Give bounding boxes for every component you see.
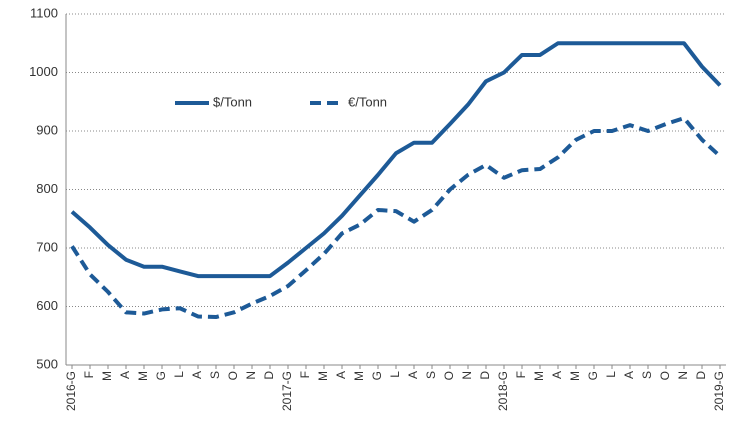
x-tick-label: M [316, 371, 330, 381]
y-tick-label: 1100 [30, 5, 58, 20]
y-tick-label: 900 [36, 122, 58, 137]
x-tick-label: G [154, 371, 168, 380]
x-tick-label: N [244, 371, 258, 380]
x-tick-label: M [100, 371, 114, 381]
x-tick-label: F [514, 371, 528, 378]
line-series [70, 116, 722, 320]
x-tick-label: 2018-G [496, 371, 510, 411]
x-tick-label: G [370, 371, 384, 380]
x-tick-label: A [334, 371, 348, 379]
x-tick-label: D [694, 371, 708, 380]
x-tick-label: N [460, 371, 474, 380]
x-tick-label: L [604, 371, 618, 378]
x-tick-label: G [586, 371, 600, 380]
x-tick-label: O [658, 371, 672, 380]
x-tick-label: F [298, 371, 312, 378]
x-tick-label: A [622, 371, 636, 379]
x-tick-label: N [676, 371, 690, 380]
x-tick-label: A [550, 371, 564, 379]
y-tick-label: 1000 [29, 64, 58, 79]
legend-label: $/Tonn [213, 94, 252, 109]
x-tick-label: M [352, 371, 366, 381]
x-tick-label: A [190, 371, 204, 379]
x-tick-label: A [118, 371, 132, 379]
line-series [70, 41, 722, 279]
x-tick-label: S [208, 371, 222, 379]
y-tick-label: 500 [36, 356, 58, 371]
x-tick-label: O [226, 371, 240, 380]
x-tick-label: O [442, 371, 456, 380]
x-tick-label: M [136, 371, 150, 381]
x-tick-label: L [172, 371, 186, 378]
x-tick-label: L [388, 371, 402, 378]
x-tick-label: 2019-G [712, 371, 726, 411]
x-tick-label: M [568, 371, 582, 381]
x-tick-label: 2016-G [64, 371, 78, 411]
x-tick-label: D [478, 371, 492, 380]
x-tick-label: S [640, 371, 654, 379]
x-tick-label: 2017-G [280, 371, 294, 411]
x-tick-label: D [262, 371, 276, 380]
x-tick-label: A [406, 371, 420, 379]
x-tick-label: S [424, 371, 438, 379]
x-tick-label: F [82, 371, 96, 378]
legend-label: €/Tonn [348, 94, 387, 109]
y-tick-label: 800 [36, 181, 58, 196]
x-tick-label: M [532, 371, 546, 381]
y-tick-label: 600 [36, 298, 58, 313]
y-tick-label: 700 [36, 239, 58, 254]
